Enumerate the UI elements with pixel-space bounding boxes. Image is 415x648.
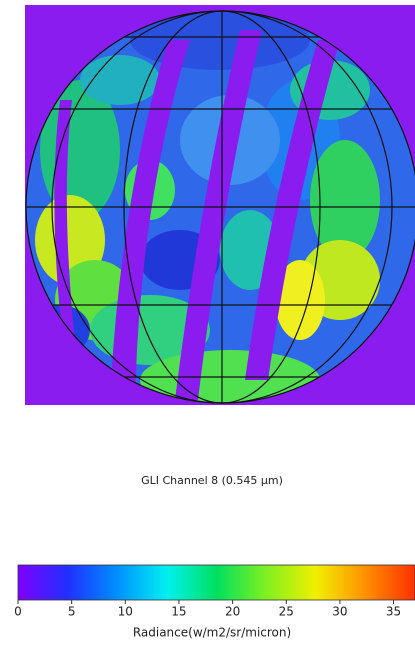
tick-label: 10	[118, 605, 133, 619]
tick-label: 25	[279, 605, 294, 619]
page: GLI Channel 8 (0.545 µm) Radiance(w/m2/s…	[0, 0, 415, 648]
figure: GLI Channel 8 (0.545 µm) Radiance(w/m2/s…	[0, 0, 415, 648]
tick-label: 15	[171, 605, 186, 619]
tick-label: 35	[386, 605, 401, 619]
tick-label: 5	[68, 605, 76, 619]
caption: GLI Channel 8 (0.545 µm)	[141, 474, 283, 487]
colorbar	[18, 565, 415, 600]
tick-label: 0	[14, 605, 22, 619]
colorbar-label: Radiance(w/m2/sr/micron)	[133, 626, 291, 640]
tick-label: 30	[332, 605, 347, 619]
tick-label: 20	[225, 605, 240, 619]
